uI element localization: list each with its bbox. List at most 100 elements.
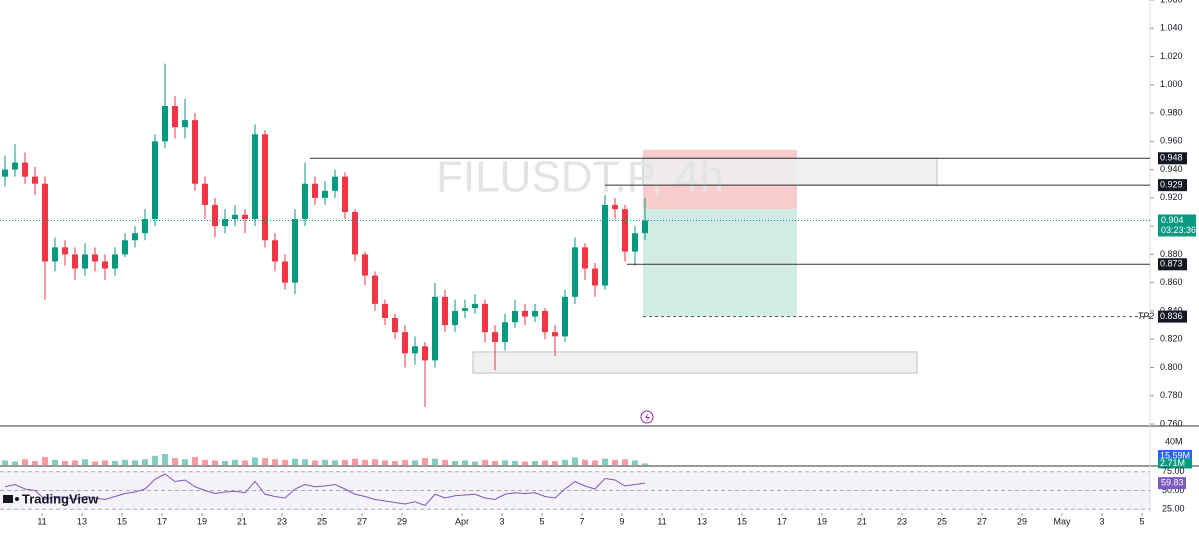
candle-body xyxy=(82,254,88,269)
volume-bar xyxy=(202,459,208,465)
candle-body xyxy=(592,268,598,286)
candle-body xyxy=(62,247,68,255)
volume-bar xyxy=(452,460,458,465)
zone-box xyxy=(472,351,918,374)
candle-body xyxy=(42,183,48,262)
price-label-bg xyxy=(1158,310,1187,323)
volume-bar xyxy=(302,459,308,465)
candle-body xyxy=(372,275,378,304)
volume-bar xyxy=(142,459,148,465)
volume-bar xyxy=(322,459,328,465)
volume-bar xyxy=(582,459,588,465)
candle-body xyxy=(502,322,508,343)
volume-bar xyxy=(532,460,538,465)
candle-body xyxy=(252,134,258,220)
candle-body xyxy=(492,332,498,343)
x-tick-label: 7 xyxy=(579,516,584,526)
candle-body xyxy=(162,106,168,142)
x-tick-label: 27 xyxy=(357,516,367,526)
volume-bar xyxy=(352,458,358,465)
volume-bar xyxy=(192,456,198,465)
candle-body xyxy=(422,346,428,361)
y-tick-label: 0.760 xyxy=(1160,418,1183,428)
candle-body xyxy=(202,183,208,205)
volume-bar xyxy=(292,458,298,465)
y-tick-label: 1.060 xyxy=(1160,0,1183,4)
volume-bar xyxy=(92,461,98,465)
x-tick-label: 29 xyxy=(397,516,407,526)
volume-bar xyxy=(342,459,348,465)
volume-bar xyxy=(62,460,68,465)
y-tick-label: 0.820 xyxy=(1160,334,1183,344)
x-tick-label: 5 xyxy=(1139,516,1144,526)
volume-bar xyxy=(552,460,558,465)
candle-body xyxy=(272,240,278,262)
zone-box xyxy=(643,209,797,317)
price-label: 0.836 xyxy=(1160,311,1183,321)
candle-body xyxy=(632,233,638,252)
y-tick-label: 0.800 xyxy=(1160,362,1183,372)
rsi-last-label: 59.83 xyxy=(1161,478,1184,488)
candle-body xyxy=(362,254,368,276)
candle-body xyxy=(212,204,218,227)
price-label: 0.929 xyxy=(1160,180,1183,190)
candle-body xyxy=(302,183,308,220)
volume-bar xyxy=(502,460,508,465)
candle-body xyxy=(242,214,248,220)
x-tick-label: 3 xyxy=(1099,516,1104,526)
x-tick-label: 23 xyxy=(897,516,907,526)
candle-body xyxy=(152,141,158,220)
candle-body xyxy=(512,310,518,323)
x-tick-label: 15 xyxy=(117,516,127,526)
x-tick-label: 23 xyxy=(277,516,287,526)
volume-bar xyxy=(482,459,488,465)
volume-bar xyxy=(472,461,478,465)
y-tick-label: 0.920 xyxy=(1160,192,1183,202)
volume-bar xyxy=(122,459,128,465)
volume-last-label: 2.71M xyxy=(1160,458,1185,468)
candle-body xyxy=(232,214,238,220)
countdown: 03:23:36 xyxy=(1161,225,1196,235)
y-tick-label: 0.780 xyxy=(1160,390,1183,400)
price-label-bg xyxy=(1158,152,1187,165)
candle-body xyxy=(562,296,568,337)
volume-bar xyxy=(272,459,278,465)
volume-ma-bg xyxy=(1158,450,1192,462)
volume-bar xyxy=(642,463,648,465)
volume-bar xyxy=(512,460,518,465)
volume-bar xyxy=(462,460,468,465)
candle-body xyxy=(52,247,58,262)
volume-bar xyxy=(362,459,368,465)
candle-body xyxy=(622,209,628,252)
volume-bar xyxy=(2,460,8,465)
volume-bar xyxy=(422,458,428,465)
rsi-line xyxy=(4,473,646,507)
rsi-tick-label: 25.00 xyxy=(1162,504,1185,514)
volume-bar xyxy=(112,460,118,465)
volume-bar xyxy=(52,459,58,465)
event-icon xyxy=(645,413,650,422)
volume-bar xyxy=(282,459,288,465)
candle-body xyxy=(402,332,408,354)
volume-bar xyxy=(492,460,498,465)
x-tick-label: 5 xyxy=(539,516,544,526)
y-tick-label: 0.940 xyxy=(1160,164,1183,174)
candle-body xyxy=(132,233,138,241)
event-icon xyxy=(640,410,654,424)
y-tick-label: 0.960 xyxy=(1160,136,1183,146)
volume-bar xyxy=(242,460,248,465)
logo: TradingView xyxy=(3,491,99,506)
x-tick-label: 13 xyxy=(697,516,707,526)
candle-body xyxy=(542,310,548,333)
x-tick-label: 29 xyxy=(1017,516,1027,526)
volume-bar xyxy=(132,460,138,465)
rsi-tick-label: 75.00 xyxy=(1162,466,1185,476)
last-price-label: 0.904 xyxy=(1161,215,1184,225)
x-tick-label: 21 xyxy=(857,516,867,526)
candle-body xyxy=(222,219,228,227)
volume-bar xyxy=(232,459,238,465)
rsi-last-bg xyxy=(1158,477,1186,490)
price-label: 0.948 xyxy=(1160,153,1183,163)
candle-body xyxy=(392,318,398,333)
